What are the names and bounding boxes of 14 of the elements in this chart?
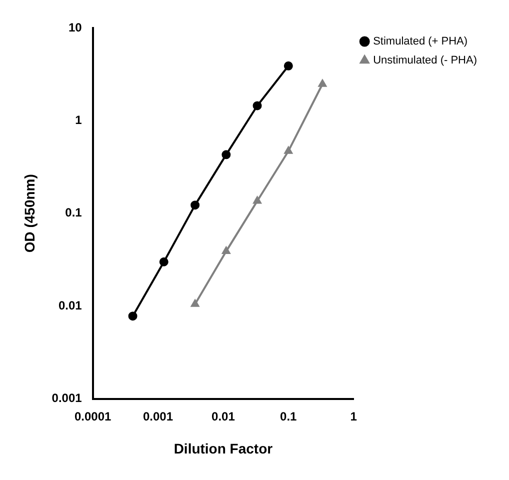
- x-tick-label: 0.001: [143, 409, 174, 424]
- y-tick-label: 0.1: [65, 206, 82, 220]
- x-tick-label: 0.1: [280, 409, 298, 424]
- y-tick-label: 10: [68, 20, 82, 34]
- x-tick-label: 0.01: [212, 409, 236, 424]
- x-axis-title: Dilution Factor: [174, 440, 274, 456]
- y-tick-label: 0.01: [58, 298, 82, 312]
- y-tick-label: 0.001: [52, 391, 82, 406]
- y-axis-title: OD (450nm): [21, 174, 38, 253]
- legend-label: Unstimulated (- PHA): [373, 54, 478, 67]
- legend-label: Stimulated (+ PHA): [373, 36, 468, 48]
- y-tick-label: 1: [75, 113, 82, 128]
- x-tick-label: 1: [350, 409, 358, 424]
- x-tick-label: 0.0001: [74, 409, 112, 424]
